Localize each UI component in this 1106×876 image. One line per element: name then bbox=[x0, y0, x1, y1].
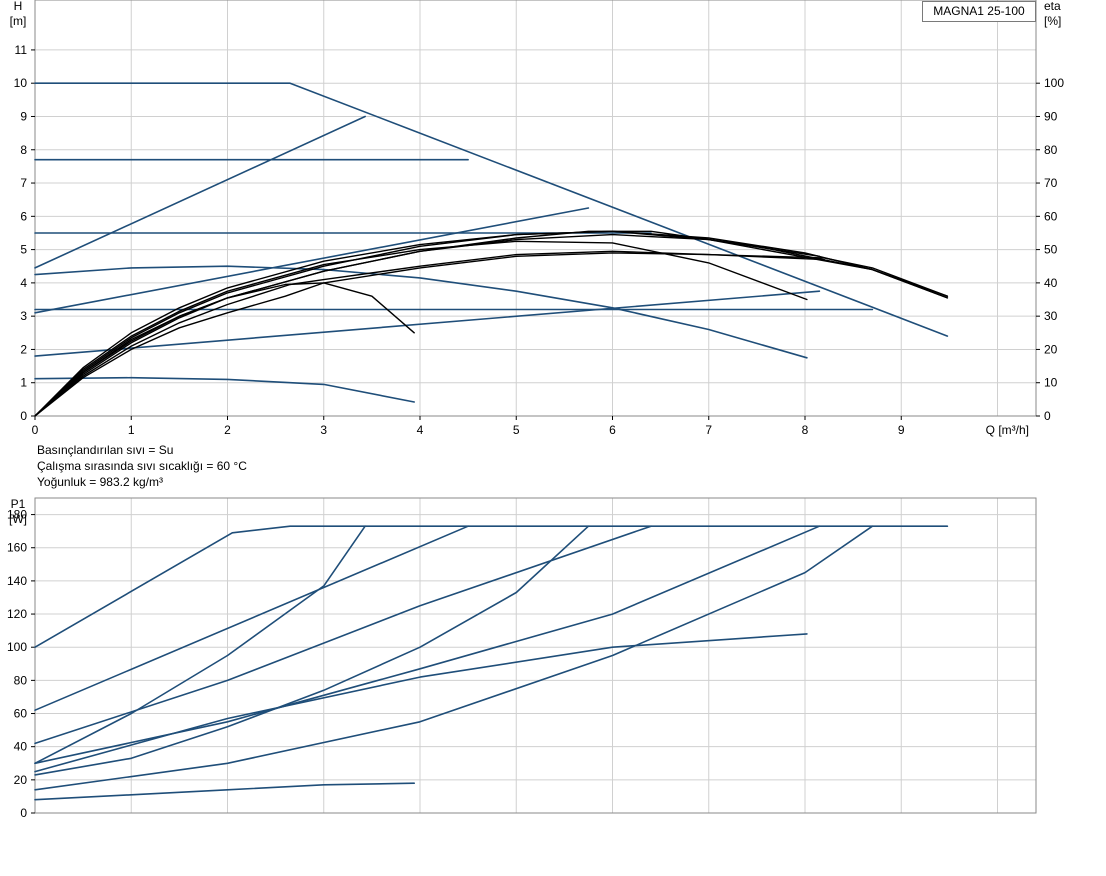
y-axis-unit: [W] bbox=[9, 512, 27, 526]
head-curve-1 bbox=[34, 82, 949, 337]
power-curve-2 bbox=[34, 525, 469, 712]
power-curve-7 bbox=[34, 525, 874, 791]
y-axis-label: H bbox=[14, 0, 23, 13]
power-curve-5 bbox=[34, 525, 590, 776]
head-curve-7 bbox=[34, 290, 821, 357]
y-tick-label: 2 bbox=[20, 342, 27, 356]
y2-axis-label: eta bbox=[1044, 0, 1061, 13]
y2-tick-label: 40 bbox=[1044, 276, 1058, 290]
head-curve-16 bbox=[34, 252, 949, 417]
y2-tick-label: 80 bbox=[1044, 143, 1058, 157]
x-tick-label: 7 bbox=[705, 423, 712, 437]
y2-tick-label: 90 bbox=[1044, 109, 1058, 123]
y2-axis-unit: [%] bbox=[1044, 14, 1061, 28]
y-tick-label: 160 bbox=[7, 541, 27, 555]
y-tick-label: 3 bbox=[20, 309, 27, 323]
head-curve-8 bbox=[34, 265, 808, 359]
y-axis-unit: [m] bbox=[10, 14, 27, 28]
y-tick-label: 7 bbox=[20, 176, 27, 190]
y-tick-label: 1 bbox=[20, 376, 27, 390]
y-tick-label: 6 bbox=[20, 209, 27, 223]
x-tick-label: 1 bbox=[128, 423, 135, 437]
head-curve-11 bbox=[34, 233, 949, 417]
y2-tick-label: 70 bbox=[1044, 176, 1058, 190]
y-tick-label: 100 bbox=[7, 640, 27, 654]
head-curve-10 bbox=[34, 250, 825, 417]
plot-frame bbox=[34, 497, 1037, 814]
y-tick-label: 4 bbox=[20, 276, 27, 290]
head-curve-6 bbox=[34, 207, 590, 314]
y-tick-label: 9 bbox=[20, 109, 27, 123]
power-curve-6 bbox=[34, 525, 821, 765]
y2-tick-label: 60 bbox=[1044, 209, 1058, 223]
y-axis-label: P1 bbox=[11, 497, 26, 511]
y-tick-label: 80 bbox=[14, 673, 28, 687]
power-curve-1 bbox=[34, 525, 949, 649]
y2-tick-label: 100 bbox=[1044, 76, 1064, 90]
x-tick-label: 2 bbox=[224, 423, 231, 437]
y2-tick-label: 50 bbox=[1044, 243, 1058, 257]
y-tick-label: 180 bbox=[7, 508, 27, 522]
y2-tick-label: 10 bbox=[1044, 376, 1058, 390]
y-tick-label: 0 bbox=[20, 409, 27, 423]
x-tick-label: 4 bbox=[417, 423, 424, 437]
head-curve-12 bbox=[34, 230, 949, 417]
head-curve-15 bbox=[34, 230, 949, 417]
y-tick-label: 0 bbox=[20, 806, 27, 820]
x-tick-label: 8 bbox=[802, 423, 809, 437]
y2-tick-label: 20 bbox=[1044, 342, 1058, 356]
x-tick-label: 3 bbox=[320, 423, 327, 437]
y2-tick-label: 30 bbox=[1044, 309, 1058, 323]
head-curve-17 bbox=[34, 282, 415, 417]
y-tick-label: 8 bbox=[20, 143, 27, 157]
head-curve-5 bbox=[34, 115, 366, 269]
y-tick-label: 140 bbox=[7, 574, 27, 588]
power-curve-4 bbox=[34, 525, 652, 745]
power-curve-9 bbox=[34, 782, 416, 801]
y-tick-label: 10 bbox=[14, 76, 28, 90]
plot-frame bbox=[34, 0, 1037, 417]
y-tick-label: 60 bbox=[14, 707, 28, 721]
head-chart: 012345678910110102030405060708090100eta[… bbox=[10, 0, 1064, 437]
y-tick-label: 11 bbox=[15, 43, 28, 57]
x-tick-label: 0 bbox=[32, 423, 39, 437]
info-density: Yoğunluk = 983.2 kg/m³ bbox=[37, 475, 163, 489]
head-curve-9 bbox=[34, 376, 416, 403]
head-curve-13 bbox=[34, 230, 821, 417]
y2-tick-label: 0 bbox=[1044, 409, 1051, 423]
x-axis-label: Q [m³/h] bbox=[986, 423, 1029, 437]
y-tick-label: 5 bbox=[20, 243, 27, 257]
power-curve-3 bbox=[34, 525, 366, 765]
x-tick-label: 5 bbox=[513, 423, 520, 437]
power-curve-8 bbox=[34, 633, 808, 773]
x-tick-label: 6 bbox=[609, 423, 616, 437]
y-tick-label: 120 bbox=[7, 607, 27, 621]
y-tick-label: 40 bbox=[14, 740, 28, 754]
head-curve-14 bbox=[34, 240, 808, 417]
x-tick-label: 9 bbox=[898, 423, 905, 437]
y-tick-label: 20 bbox=[14, 773, 28, 787]
info-temperature: Çalışma sırasında sıvı sıcaklığı = 60 °C bbox=[37, 459, 247, 473]
info-fluid: Basınçlandırılan sıvı = Su bbox=[37, 443, 174, 457]
model-label: MAGNA1 25-100 bbox=[922, 1, 1036, 22]
